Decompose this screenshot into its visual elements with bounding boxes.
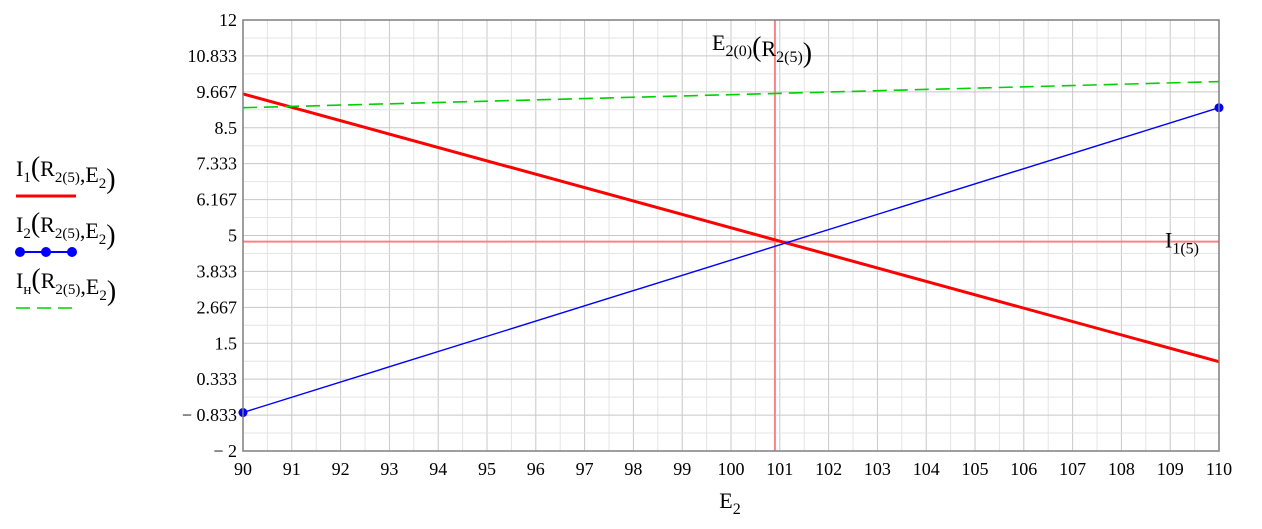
x-tick-label: 106: [1010, 459, 1037, 479]
x-tick-label: 99: [673, 459, 691, 479]
x-axis-title-text: E2: [719, 488, 740, 518]
x-axis-title: E2: [719, 488, 740, 518]
horizontal-marker-label: I1(5): [1165, 228, 1199, 258]
y-tick-label: 12: [219, 10, 237, 30]
y-tick-label: 3.833: [197, 261, 238, 281]
y-tick-label: 5: [228, 226, 237, 246]
y-tick-label: 0.333: [197, 369, 238, 389]
x-tick-label: 93: [380, 459, 398, 479]
x-tick-label: 103: [864, 459, 891, 479]
y-tick-label: 10.833: [188, 46, 238, 66]
legend-label-3: Iн(R2(5),E2): [16, 264, 116, 307]
x-tick-labels: 90 91 92 93 94 95 96 97 98 99 100 101 102 103 104 105 10…: [234, 459, 1232, 479]
x-tick-label: 95: [478, 459, 496, 479]
series-line-1: [242, 92, 1220, 364]
legend: I1(R2(5),E2) I2(R2(5),E2) Iн(R2(5),E2): [15, 152, 116, 309]
y-tick-label: − 0.833: [182, 405, 237, 425]
plot-frame: [242, 19, 1220, 452]
x-tick-label: 96: [527, 459, 545, 479]
y-tick-labels: − 2 − 0.833 0.333 1.5 2.667 3.833 5 6.167 7.333 8…: [182, 10, 237, 461]
x-tick-label: 105: [962, 459, 989, 479]
x-tick-label: 97: [576, 459, 594, 479]
series-line-3: [242, 80, 1220, 109]
legend-label-2: I2(R2(5),E2): [16, 208, 116, 251]
series-line-2: [242, 107, 1220, 414]
x-tick-label: 90: [234, 459, 252, 479]
x-tick-label: 109: [1157, 459, 1184, 479]
legend-swatch-point-2: [67, 247, 77, 257]
y-tick-label: 7.333: [197, 154, 238, 174]
legend-swatch-point-2: [15, 247, 25, 257]
grid: [242, 19, 1220, 452]
x-tick-label: 102: [815, 459, 842, 479]
x-tick-label: 100: [718, 459, 745, 479]
x-tick-label: 104: [913, 459, 940, 479]
markers: [243, 20, 1219, 451]
y-tick-label: 9.667: [197, 82, 238, 102]
legend-swatch-point-2: [41, 247, 51, 257]
legend-label-1: I1(R2(5),E2): [16, 152, 116, 195]
y-tick-label: 8.5: [215, 118, 238, 138]
y-tick-label: − 2: [213, 441, 237, 461]
y-tick-label: 2.667: [197, 297, 238, 317]
x-tick-label: 110: [1206, 459, 1232, 479]
y-tick-label: 1.5: [215, 333, 238, 353]
vertical-marker-label: E2(0)(R2(5)): [712, 30, 812, 69]
marker-labels: E2(0)(R2(5)) I1(5): [712, 30, 1199, 258]
y-tick-label: 6.167: [197, 190, 238, 210]
x-tick-label: 94: [429, 459, 447, 479]
x-tick-label: 101: [766, 459, 793, 479]
x-tick-label: 92: [332, 459, 350, 479]
x-tick-label: 107: [1059, 459, 1086, 479]
x-tick-label: 98: [624, 459, 642, 479]
x-tick-label: 108: [1108, 459, 1135, 479]
x-tick-label: 91: [283, 459, 301, 479]
